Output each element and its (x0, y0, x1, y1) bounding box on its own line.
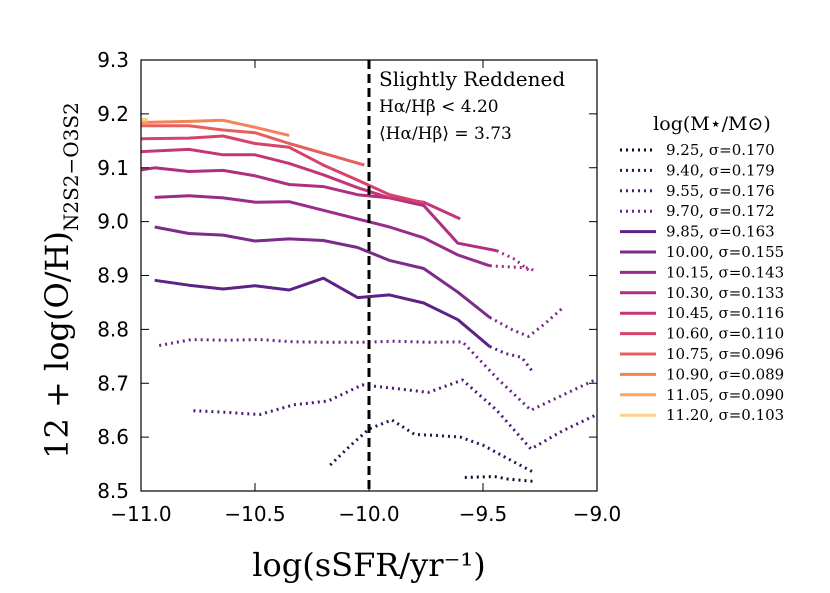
x-axis-label: log(sSFR/yr⁻¹) (252, 546, 485, 584)
legend-label-11.05: 11.05, σ=0.090 (666, 386, 784, 404)
y-tick-label: 9.3 (97, 48, 129, 72)
y-tick-label: 9.0 (97, 210, 129, 234)
x-tick-label: −9.5 (459, 502, 508, 526)
x-tick-label: −11.0 (110, 502, 171, 526)
y-tick-label: 8.9 (97, 264, 129, 288)
series-line-10.00 (154, 225, 491, 319)
series-line-10.15-ext (489, 264, 534, 272)
legend-label-9.85: 9.85, σ=0.163 (666, 223, 775, 241)
series-line-10.30 (141, 166, 497, 253)
series-line-10.00-ext (489, 306, 564, 338)
legend: log(M⋆/M⊙) 9.25, σ=0.170 9.40, σ=0.179 9.5… (620, 113, 784, 424)
legend-label-10.60: 10.60, σ=0.110 (666, 325, 784, 343)
y-tick-label: 8.5 (97, 479, 129, 503)
series-line-9.70 (158, 338, 597, 412)
legend-label-10.30: 10.30, σ=0.133 (666, 284, 784, 302)
legend-label-11.20: 11.20, σ=0.103 (666, 406, 784, 424)
x-tick-label: −10.0 (338, 502, 399, 526)
y-axis-label-subscript: N2S2−O3S2 (59, 102, 83, 231)
legend-label-10.45: 10.45, σ=0.116 (666, 304, 784, 322)
legend-title: log(M⋆/M⊙) (653, 113, 771, 135)
y-tick-label: 8.7 (97, 371, 129, 395)
annotation-ratio-mean: ⟨Hα/Hβ⟩ = 3.73 (379, 124, 512, 144)
series-line-9.25 (464, 475, 534, 483)
y-tick-label: 9.2 (97, 102, 129, 126)
legend-label-9.55: 9.55, σ=0.176 (666, 182, 775, 200)
legend-label-9.25: 9.25, σ=0.170 (666, 141, 775, 159)
series-layer (141, 117, 597, 483)
series-line-10.90 (141, 118, 290, 137)
series-line-9.85 (154, 276, 491, 348)
annotation-block: Slightly Reddened Hα/Hβ < 4.20 ⟨Hα/Hβ⟩ =… (379, 67, 565, 144)
legend-label-9.40: 9.40, σ=0.179 (666, 161, 775, 179)
legend-label-10.90: 10.90, σ=0.089 (666, 365, 784, 383)
series-line-9.55 (193, 378, 597, 451)
series-line-9.85-ext (489, 345, 535, 374)
legend-label-10.15: 10.15, σ=0.143 (666, 263, 784, 281)
y-axis-label-main: 12 + log(O/H) (38, 231, 76, 459)
annotation-ratio-limit: Hα/Hβ < 4.20 (379, 97, 499, 117)
legend-label-10.00: 10.00, σ=0.155 (666, 243, 784, 261)
series-line-10.75 (141, 124, 365, 167)
x-tick-label: −9.0 (573, 502, 622, 526)
ticks-layer: −11.0 −10.5 −10.0 −9.5 −9.0 8.5 8.6 8.7 8.8 8.9 9.… (97, 48, 621, 526)
legend-label-9.70: 9.70, σ=0.172 (666, 202, 775, 220)
series-line-10.60 (141, 134, 425, 205)
y-tick-label: 8.8 (97, 317, 129, 341)
annotation-title: Slightly Reddened (379, 67, 565, 91)
series-line-10.30-ext (496, 249, 530, 272)
y-tick-label: 9.1 (97, 156, 129, 180)
series-line-10.15 (154, 194, 491, 268)
x-tick-label: −10.5 (224, 502, 285, 526)
y-axis-label: 12 + log(O/H)N2S2−O3S2 (38, 102, 83, 459)
y-tick-label: 8.6 (97, 425, 129, 449)
legend-label-10.75: 10.75, σ=0.096 (666, 345, 784, 363)
series-line-9.40 (329, 418, 534, 474)
